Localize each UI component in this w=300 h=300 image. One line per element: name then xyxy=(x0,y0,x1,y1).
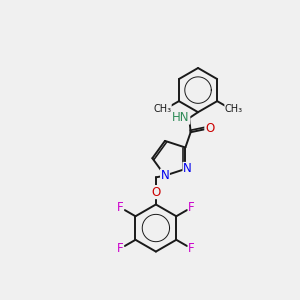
Text: CH₃: CH₃ xyxy=(225,104,243,114)
Text: F: F xyxy=(117,242,124,255)
Text: F: F xyxy=(188,242,195,255)
Text: N: N xyxy=(183,163,192,176)
Text: O: O xyxy=(205,122,214,135)
Text: HN: HN xyxy=(172,111,190,124)
Text: N: N xyxy=(160,169,169,182)
Text: F: F xyxy=(117,201,124,214)
Text: F: F xyxy=(188,201,195,214)
Text: CH₃: CH₃ xyxy=(153,104,171,114)
Text: O: O xyxy=(151,186,160,199)
